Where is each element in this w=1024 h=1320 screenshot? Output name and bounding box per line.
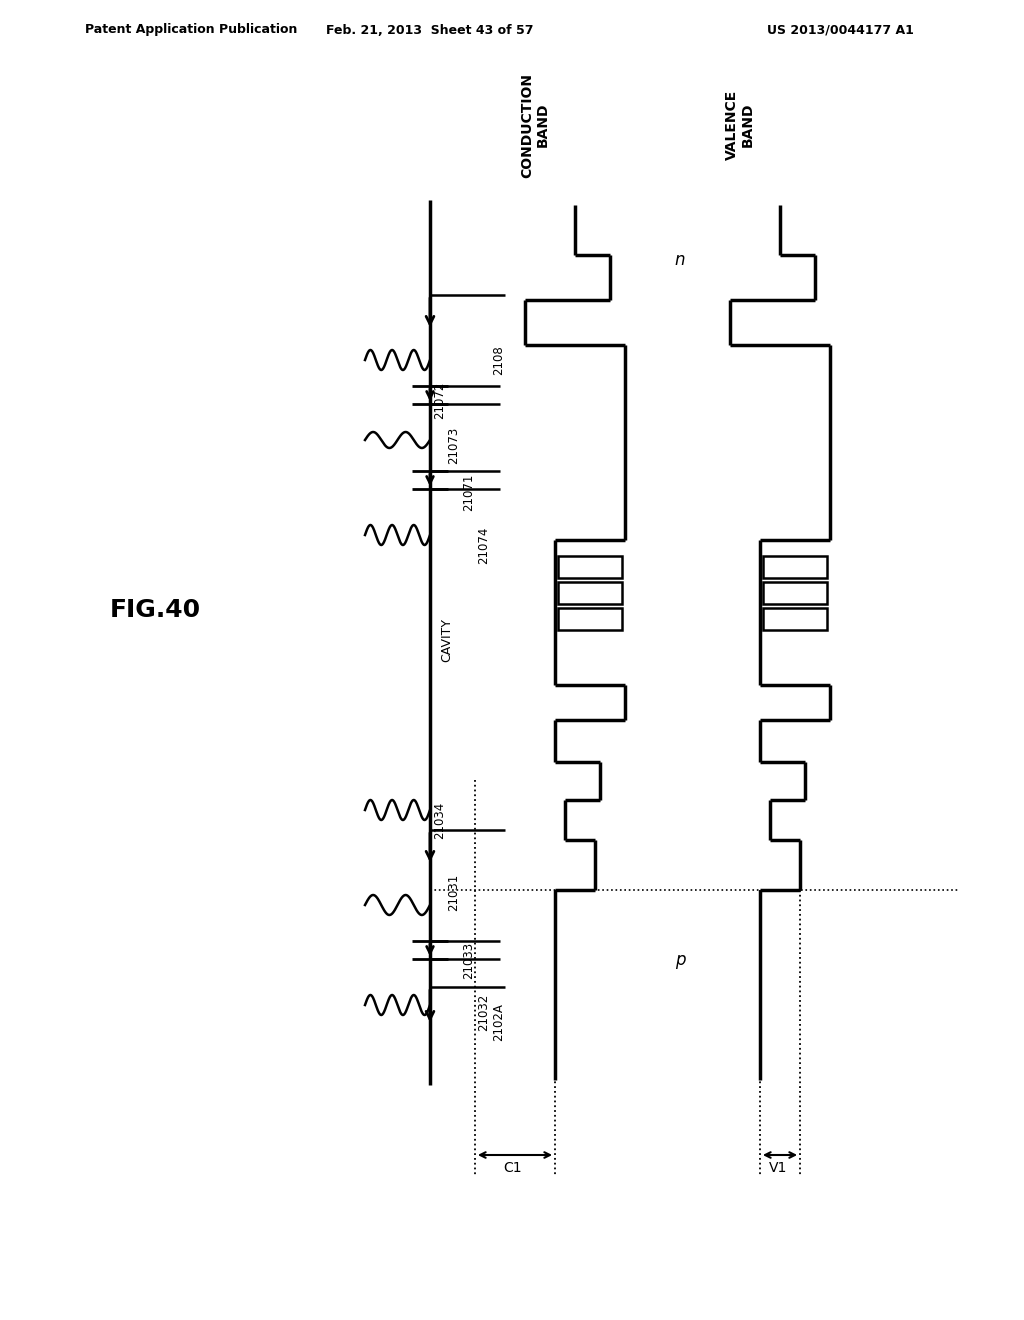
- Text: 21071: 21071: [462, 474, 475, 511]
- Text: VALENCE
BAND: VALENCE BAND: [725, 90, 755, 160]
- Text: 21034: 21034: [433, 801, 446, 838]
- Text: Patent Application Publication: Patent Application Publication: [85, 24, 297, 37]
- Text: 21072: 21072: [433, 381, 446, 418]
- Text: 21032: 21032: [477, 994, 490, 1031]
- Text: 21031: 21031: [447, 874, 460, 911]
- Text: 2108: 2108: [492, 345, 505, 375]
- Bar: [763, 582, 827, 605]
- Text: p: p: [675, 950, 685, 969]
- Text: C1: C1: [504, 1162, 522, 1175]
- Bar: [763, 609, 827, 630]
- Text: FIG.40: FIG.40: [110, 598, 201, 622]
- Text: 21074: 21074: [477, 527, 490, 564]
- Text: CAVITY: CAVITY: [440, 618, 453, 663]
- Text: 21033: 21033: [462, 941, 475, 978]
- Bar: [558, 582, 622, 605]
- Bar: [558, 609, 622, 630]
- Bar: [763, 556, 827, 578]
- Text: CONDUCTION
BAND: CONDUCTION BAND: [520, 73, 550, 177]
- Text: 21073: 21073: [447, 426, 460, 463]
- Text: n: n: [675, 251, 685, 269]
- Bar: [558, 556, 622, 578]
- Text: 2102A: 2102A: [492, 1003, 505, 1041]
- Text: Feb. 21, 2013  Sheet 43 of 57: Feb. 21, 2013 Sheet 43 of 57: [327, 24, 534, 37]
- Text: US 2013/0044177 A1: US 2013/0044177 A1: [767, 24, 913, 37]
- Text: V1: V1: [769, 1162, 787, 1175]
